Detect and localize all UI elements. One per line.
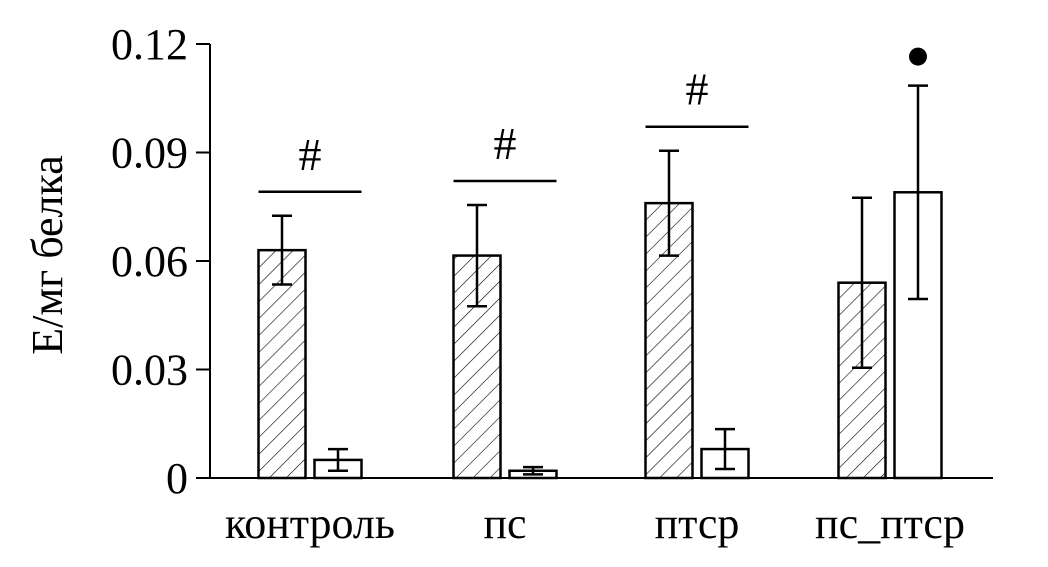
y-axis-title: Е/мг белка	[23, 155, 72, 355]
y-tick-label: 0.03	[111, 346, 188, 395]
y-tick-label: 0.12	[111, 20, 188, 69]
significance-label: #	[299, 129, 322, 180]
bars	[257, 84, 943, 480]
y-tick-label: 0.09	[111, 129, 188, 178]
y-tick-label: 0	[166, 454, 188, 503]
y-tick-label: 0.06	[111, 237, 188, 286]
axes: 0 0.03 0.06 0.09 0.12 контроль пс птср пс_птср	[111, 20, 993, 548]
significance-label: #	[494, 118, 517, 169]
significance-marker	[909, 47, 927, 66]
x-category-label: пс_птср	[815, 499, 965, 548]
x-category-label: контроль	[225, 499, 395, 548]
x-category-label: птср	[655, 499, 740, 548]
annotations: # # #	[258, 47, 927, 194]
x-category-label: пс	[483, 499, 526, 548]
significance-label: #	[686, 64, 709, 115]
